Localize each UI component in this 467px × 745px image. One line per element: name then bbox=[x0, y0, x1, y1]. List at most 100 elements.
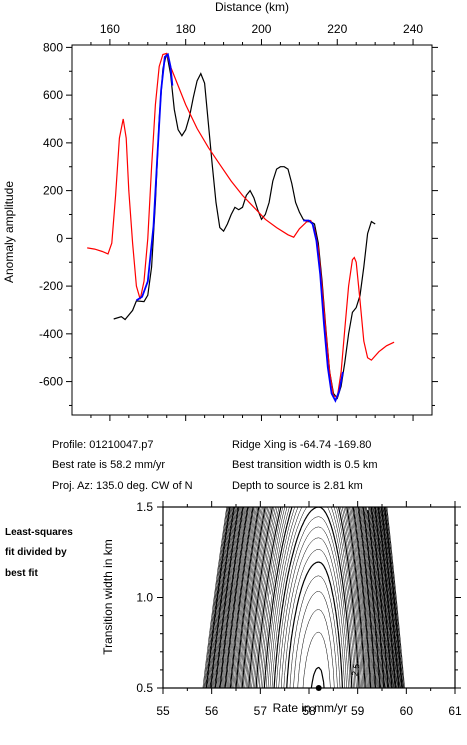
contour-line bbox=[205, 507, 403, 688]
x-tick-label: 57 bbox=[254, 704, 268, 718]
contour-line bbox=[216, 507, 395, 688]
x-tick-label: 200 bbox=[251, 22, 271, 36]
x-tick-label: 220 bbox=[327, 22, 347, 36]
contour-line bbox=[236, 507, 380, 688]
contour-line bbox=[293, 591, 338, 688]
contour-line bbox=[221, 507, 391, 688]
contour-line bbox=[251, 507, 369, 688]
contour-line bbox=[258, 507, 364, 688]
contour-y-axis-label: Transition width in km bbox=[101, 539, 115, 655]
contour-line bbox=[229, 507, 386, 688]
contour-line bbox=[210, 507, 400, 688]
y-tick-label: -200 bbox=[39, 279, 63, 293]
contour-line bbox=[249, 507, 370, 688]
x-tick-label: 240 bbox=[403, 22, 423, 36]
depth-to-source-text: Depth to source is 2.81 km bbox=[232, 480, 363, 492]
y-tick-label: 0.5 bbox=[136, 681, 153, 695]
ridge-crossing-text: Ridge Xing is -64.74 -169.80 bbox=[232, 439, 371, 451]
contour-line bbox=[220, 507, 392, 688]
y-tick-label: 200 bbox=[43, 184, 63, 198]
contour-value-label: 2.5 bbox=[350, 663, 362, 677]
contour-line bbox=[227, 507, 387, 688]
contour-line bbox=[225, 507, 388, 688]
y-tick-label: 600 bbox=[43, 88, 63, 102]
x-tick-label: 60 bbox=[400, 704, 414, 718]
contour-line bbox=[245, 507, 373, 688]
contour-line bbox=[289, 575, 341, 688]
contour-line bbox=[240, 507, 377, 688]
profile-axis-ticks: 160 180 200 220 240 800 600 400 200 0 -200 -400 -600 bbox=[39, 22, 438, 421]
x-tick-label: 59 bbox=[351, 704, 365, 718]
contour-line bbox=[205, 507, 404, 688]
contour-line bbox=[276, 516, 351, 688]
contour-line bbox=[203, 507, 405, 688]
x-tick-label: 180 bbox=[176, 22, 196, 36]
contour-line bbox=[278, 526, 349, 688]
contour-line bbox=[280, 537, 347, 688]
contour-x-axis-label: Rate in mm/yr bbox=[273, 701, 348, 715]
contour-line bbox=[209, 507, 400, 688]
contour-line bbox=[202, 507, 405, 688]
best-rate-text: Best rate is 58.2 mm/yr bbox=[52, 459, 165, 471]
contour-line bbox=[310, 666, 325, 688]
contour-line bbox=[239, 507, 378, 688]
x-tick-label: 58 bbox=[302, 704, 316, 718]
contour-line bbox=[273, 507, 353, 688]
contour-description: Least-squares fit divided by best fit bbox=[5, 527, 73, 579]
contour-line bbox=[286, 561, 343, 688]
x-tick-label: 61 bbox=[448, 704, 462, 718]
profile-panel: 160 180 200 220 240 800 600 400 200 0 -200 -400 -600… bbox=[2, 0, 438, 421]
description-line-1: Least-squares bbox=[5, 527, 73, 538]
contour-line bbox=[283, 549, 345, 688]
y-tick-label: -600 bbox=[39, 375, 63, 389]
contour-line bbox=[263, 507, 360, 688]
contour-panel: 55 56 57 58 59 60 61 0.5 1.0 1.5 2.5 Rate in mm/y… bbox=[101, 500, 462, 718]
projection-azimuth-text: Proj. Az: 135.0 deg. CW of N bbox=[52, 480, 193, 492]
profile-name-text: Profile: 01210047.p7 bbox=[52, 439, 154, 451]
profile-curves bbox=[87, 52, 395, 403]
contour-axis-ticks: 55 56 57 58 59 60 61 0.5 1.0 1.5 bbox=[136, 500, 462, 718]
y-tick-label: 1.5 bbox=[136, 500, 153, 514]
contour-line bbox=[257, 507, 365, 688]
contour-line bbox=[223, 507, 390, 688]
contour-line bbox=[254, 507, 367, 688]
y-tick-label: 1.0 bbox=[136, 591, 153, 605]
contour-line bbox=[226, 507, 387, 688]
profile-plot-frame bbox=[71, 44, 433, 416]
contour-line bbox=[243, 507, 375, 688]
contour-line bbox=[214, 507, 397, 688]
best-width-text: Best transition width is 0.5 km bbox=[232, 459, 378, 471]
x-tick-label: 56 bbox=[205, 704, 219, 718]
contour-line bbox=[217, 507, 394, 688]
contour-line bbox=[229, 507, 385, 688]
contour-line bbox=[232, 507, 383, 688]
y-tick-label: -400 bbox=[39, 327, 63, 341]
contour-line bbox=[238, 507, 379, 688]
contour-line bbox=[260, 507, 362, 688]
y-tick-label: 400 bbox=[43, 136, 63, 150]
contour-line bbox=[222, 507, 390, 688]
contour-line bbox=[302, 631, 331, 688]
contour-line bbox=[213, 507, 398, 688]
contour-line bbox=[212, 507, 398, 688]
contour-line bbox=[244, 507, 374, 688]
contour-line bbox=[219, 507, 393, 688]
x-tick-label: 160 bbox=[100, 22, 120, 36]
contour-line bbox=[218, 507, 393, 688]
fitted-segment-line bbox=[303, 219, 344, 403]
contour-line bbox=[231, 507, 384, 688]
contour-line bbox=[214, 507, 397, 688]
contour-line bbox=[234, 507, 382, 688]
misfit-contours bbox=[202, 507, 405, 688]
contour-line bbox=[215, 507, 396, 688]
contour-line bbox=[241, 507, 377, 688]
contour-line bbox=[248, 507, 372, 688]
profile-x-axis-label: Distance (km) bbox=[215, 0, 289, 14]
contour-line bbox=[233, 507, 383, 688]
contour-line bbox=[271, 507, 354, 688]
model-profile-line bbox=[87, 52, 395, 398]
contour-line bbox=[297, 609, 335, 688]
y-tick-label: 800 bbox=[43, 40, 63, 54]
